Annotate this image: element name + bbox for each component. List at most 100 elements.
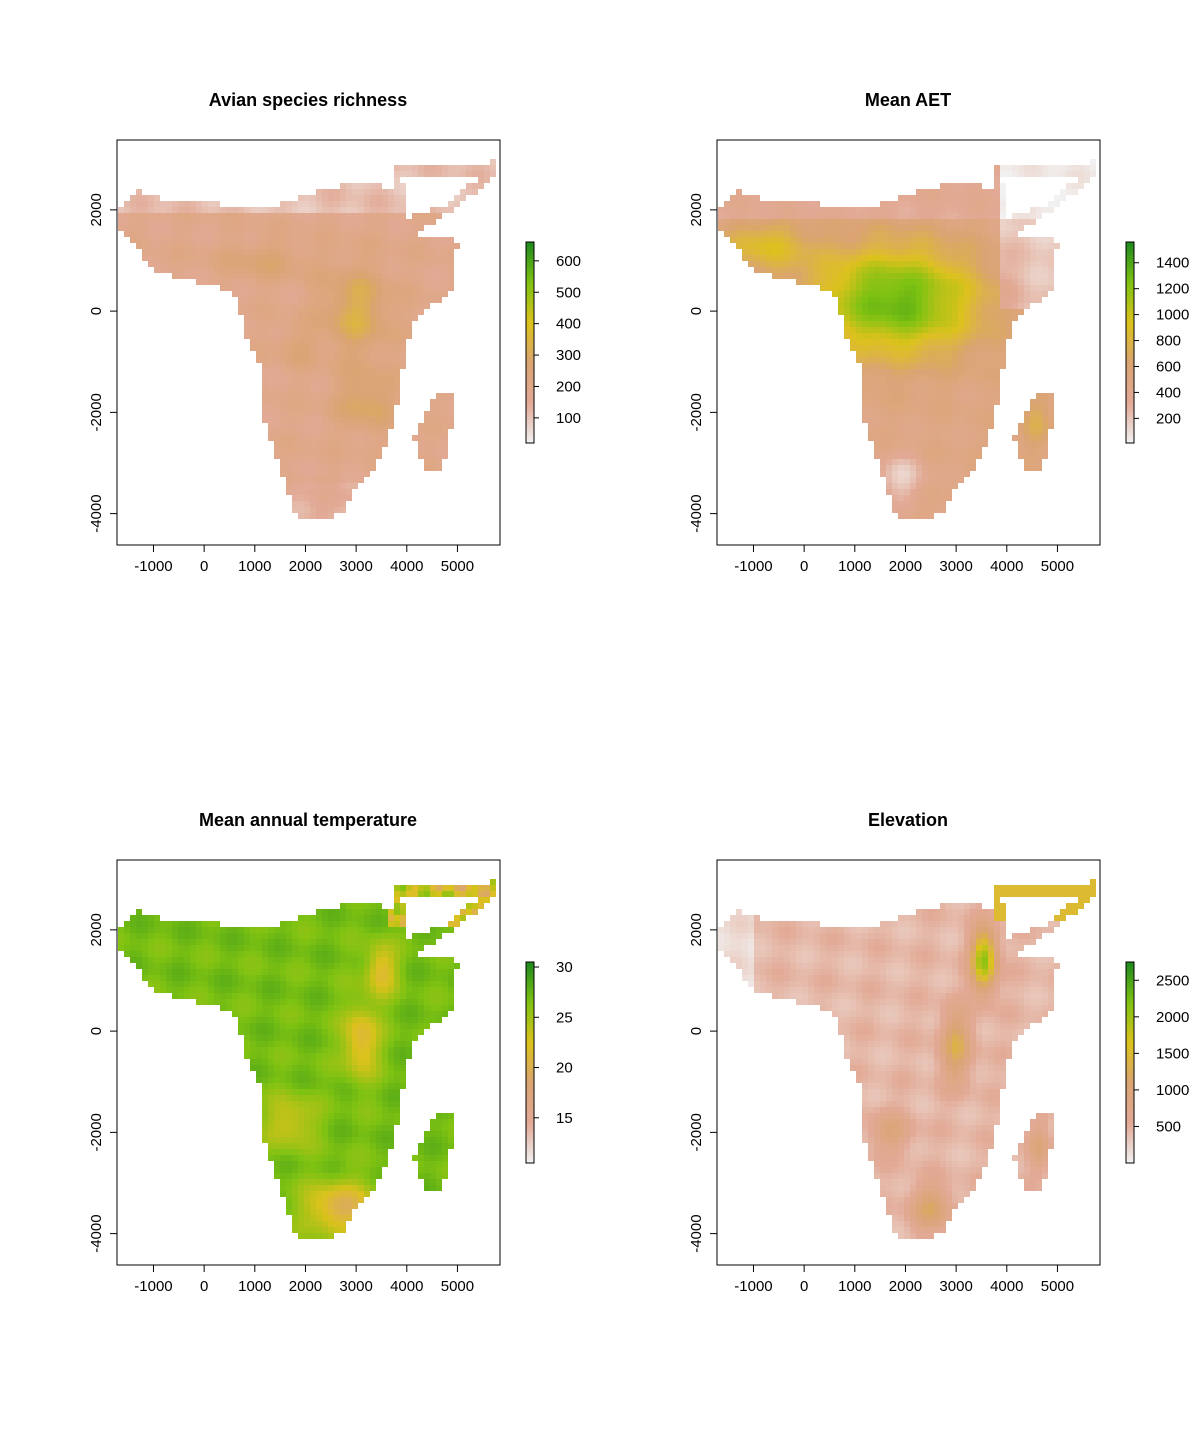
raster-cell (148, 939, 154, 945)
legend-color-step (526, 315, 534, 320)
raster-cell (922, 417, 928, 423)
raster-cell (310, 1047, 316, 1053)
legend-color-step (526, 426, 534, 431)
raster-cell (1048, 201, 1054, 207)
raster-cell (406, 987, 412, 993)
raster-cell (904, 381, 910, 387)
raster-cell (418, 447, 424, 453)
raster-cell (274, 1083, 280, 1089)
raster-cell (958, 345, 964, 351)
raster-cell (238, 231, 244, 237)
raster-cell (274, 1089, 280, 1095)
raster-cell (178, 981, 184, 987)
raster-cell (478, 183, 484, 189)
raster-cell (946, 477, 952, 483)
raster-cell (472, 165, 478, 171)
raster-cell (154, 195, 160, 201)
raster-cell (772, 231, 778, 237)
raster-cell (310, 453, 316, 459)
raster-cell (832, 207, 838, 213)
raster-cell (1018, 213, 1024, 219)
legend-color-step (1126, 252, 1134, 256)
raster-cell (370, 225, 376, 231)
raster-cell (340, 249, 346, 255)
raster-cell (430, 1005, 436, 1011)
raster-cell (874, 237, 880, 243)
raster-cell (916, 231, 922, 237)
raster-cell (994, 345, 1000, 351)
raster-cell (310, 231, 316, 237)
raster-cell (298, 1059, 304, 1065)
raster-cell (964, 189, 970, 195)
raster-cell (934, 447, 940, 453)
raster-cell (808, 225, 814, 231)
raster-cell (364, 351, 370, 357)
raster-cell (880, 243, 886, 249)
raster-cell (448, 891, 454, 897)
raster-cell (448, 999, 454, 1005)
raster-cell (754, 213, 760, 219)
raster-cell (478, 177, 484, 183)
raster-cell (1042, 447, 1048, 453)
raster-cell (910, 303, 916, 309)
raster-cell (1000, 183, 1006, 189)
raster-cell (340, 189, 346, 195)
raster-cell (832, 261, 838, 267)
raster-cell (406, 291, 412, 297)
raster-cell (1030, 453, 1036, 459)
raster-cell (304, 1011, 310, 1017)
raster-cell (328, 1119, 334, 1125)
raster-cell (442, 999, 448, 1005)
raster-cell (376, 1113, 382, 1119)
raster-cell (874, 309, 880, 315)
raster-cell (442, 171, 448, 177)
raster-cell (262, 369, 268, 375)
raster-cell (1012, 213, 1018, 219)
raster-cell (892, 207, 898, 213)
raster-cell (844, 297, 850, 303)
raster-cell (814, 213, 820, 219)
raster-cell (862, 303, 868, 309)
raster-cell (994, 375, 1000, 381)
raster-cell (1036, 459, 1042, 465)
raster-cell (334, 369, 340, 375)
raster-cell (346, 459, 352, 465)
raster-cell (286, 993, 292, 999)
raster-cell (430, 249, 436, 255)
legend-frame (525, 241, 535, 444)
raster-cell (370, 1083, 376, 1089)
raster-cell (274, 399, 280, 405)
raster-cell (448, 207, 454, 213)
raster-cell (1036, 291, 1042, 297)
raster-cell (952, 369, 958, 375)
raster-cell (406, 225, 412, 231)
raster-cell (178, 225, 184, 231)
raster-cell (352, 1005, 358, 1011)
raster-cell (382, 1071, 388, 1077)
raster-cell (232, 1005, 238, 1011)
raster-cell (976, 219, 982, 225)
raster-cell (964, 183, 970, 189)
raster-cell (904, 465, 910, 471)
raster-cell (964, 429, 970, 435)
raster-cell (418, 261, 424, 267)
raster-cell (370, 465, 376, 471)
raster-cell (976, 327, 982, 333)
raster-cell (1036, 261, 1042, 267)
raster-cell (850, 297, 856, 303)
legend-color-step (526, 436, 534, 441)
raster-cell (868, 309, 874, 315)
raster-cell (364, 201, 370, 207)
raster-cell (994, 207, 1000, 213)
raster-cell (298, 441, 304, 447)
raster-cell (334, 453, 340, 459)
raster-cell (358, 339, 364, 345)
raster-cell (166, 981, 172, 987)
legend-color-step (1126, 285, 1134, 290)
raster-cell (310, 333, 316, 339)
raster-cell (322, 423, 328, 429)
raster-cell (364, 1101, 370, 1107)
raster-cell (364, 291, 370, 297)
raster-cell (976, 285, 982, 291)
raster-cell (322, 459, 328, 465)
